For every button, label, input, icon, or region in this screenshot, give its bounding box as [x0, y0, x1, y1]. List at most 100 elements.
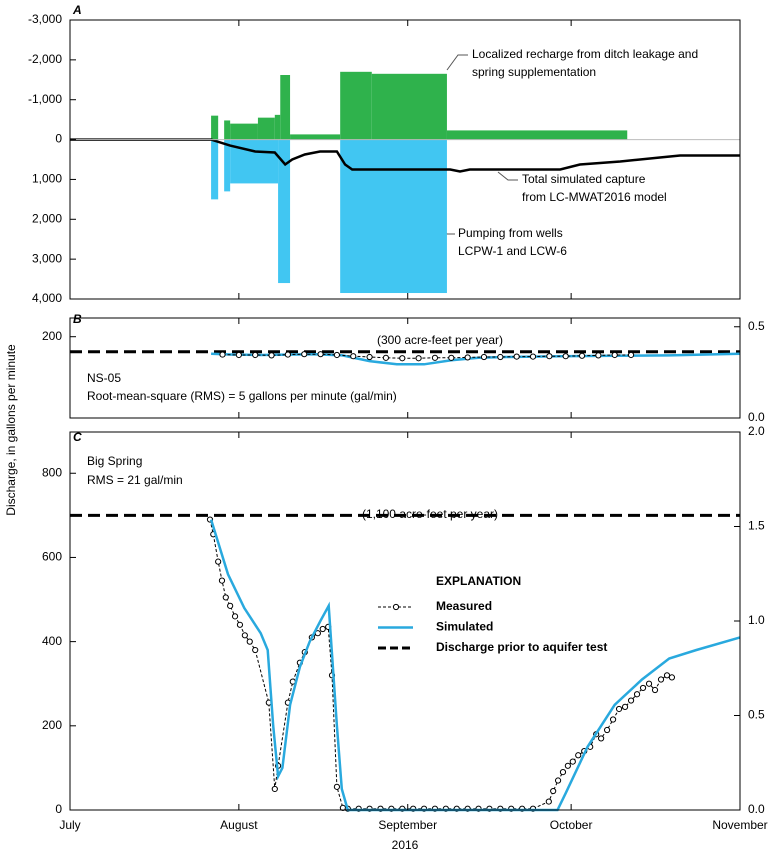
- marker: [609, 716, 617, 723]
- marker: [284, 351, 291, 358]
- marker: [218, 577, 226, 584]
- panel-frame: [69, 19, 741, 300]
- marker: [464, 354, 471, 361]
- marker: [569, 758, 576, 765]
- bar: [230, 123, 258, 140]
- legend-swatch: [392, 603, 400, 611]
- marker: [448, 354, 455, 361]
- panel-label: C: [73, 430, 82, 444]
- bar: [371, 73, 447, 140]
- bar: [257, 117, 275, 140]
- marker: [219, 351, 226, 358]
- reference-label: (1,100 acre-feet per year): [362, 507, 498, 521]
- legend-label: Discharge prior to aquifer test: [436, 640, 607, 654]
- marker: [562, 353, 569, 360]
- y-tick-label: 1,000: [32, 172, 62, 186]
- marker: [252, 351, 259, 359]
- y2-tick-label: 1.5: [748, 519, 765, 533]
- marker: [633, 691, 641, 698]
- marker: [651, 686, 659, 694]
- y-tick-label: -1,000: [28, 92, 62, 106]
- marker: [366, 353, 373, 361]
- marker: [252, 646, 259, 654]
- x-tick-label: October: [550, 818, 593, 832]
- marker: [350, 353, 357, 360]
- bar: [211, 115, 219, 140]
- leader-line: [497, 171, 518, 181]
- marker: [301, 351, 308, 358]
- marker: [615, 705, 623, 713]
- bar: [290, 134, 341, 140]
- y-tick-label: 200: [42, 329, 62, 343]
- marker: [317, 351, 324, 358]
- marker: [431, 354, 439, 361]
- annotation: LCPW-1 and LCW-6: [458, 244, 567, 258]
- marker: [236, 621, 244, 628]
- x-tick-label: August: [220, 818, 258, 832]
- y-axis-label: Discharge, in gallons per minute: [4, 344, 18, 516]
- y-tick-label: 800: [42, 465, 62, 479]
- marker: [546, 353, 553, 360]
- bar: [274, 114, 281, 140]
- marker: [575, 752, 582, 759]
- marker: [627, 697, 635, 704]
- y2-tick-label: 0.5: [748, 708, 765, 722]
- bar: [278, 139, 291, 284]
- marker: [415, 355, 422, 362]
- x-tick-label: September: [378, 818, 437, 832]
- y-tick-label: 2,000: [32, 211, 62, 225]
- marker: [595, 352, 602, 359]
- y2-tick-label: 0.0: [748, 802, 765, 816]
- y2-tick-label: 1.0: [748, 613, 765, 627]
- marker: [382, 354, 390, 361]
- legend-label: Measured: [436, 599, 492, 613]
- y-tick-label: 200: [42, 718, 62, 732]
- annotation: from LC-MWAT2016 model: [522, 190, 667, 204]
- y-tick-label: -3,000: [28, 12, 62, 26]
- x-tick-label: July: [59, 818, 80, 832]
- y-tick-label: 4,000: [32, 291, 62, 305]
- marker: [246, 638, 253, 645]
- annotation: RMS = 21 gal/min: [87, 473, 183, 487]
- annotation: spring supplementation: [472, 65, 596, 79]
- marker: [611, 351, 618, 359]
- panel-frame: [69, 317, 741, 419]
- marker: [333, 351, 341, 359]
- annotation: NS-05: [87, 371, 121, 385]
- marker: [271, 785, 278, 793]
- annotation: Big Spring: [87, 454, 142, 468]
- bar: [340, 71, 372, 140]
- y2-tick-label: 0.0: [748, 410, 765, 424]
- bar: [340, 139, 447, 294]
- leader-line: [446, 54, 468, 71]
- y-tick-label: 0: [55, 132, 62, 146]
- annotation: Pumping from wells: [458, 226, 563, 240]
- y-tick-label: 400: [42, 634, 62, 648]
- marker: [497, 353, 504, 361]
- marker: [513, 353, 520, 360]
- y2-tick-label: 2.0: [748, 424, 765, 438]
- legend-label: Simulated: [436, 620, 493, 634]
- x-axis-label: 2016: [392, 838, 419, 852]
- y-tick-label: 600: [42, 550, 62, 564]
- bar: [224, 120, 231, 140]
- marker: [621, 703, 629, 710]
- marker: [597, 735, 605, 742]
- legend-title: EXPLANATION: [436, 574, 521, 588]
- marker: [399, 355, 406, 362]
- marker: [231, 613, 239, 620]
- annotation: Localized recharge from ditch leakage an…: [472, 47, 698, 61]
- bar: [224, 139, 231, 192]
- line: [70, 138, 740, 173]
- marker: [578, 352, 586, 359]
- marker: [333, 783, 341, 790]
- y-tick-label: 3,000: [32, 251, 62, 265]
- panel-label: A: [72, 3, 82, 17]
- line: [209, 519, 741, 812]
- marker: [554, 777, 562, 784]
- bar: [446, 130, 628, 140]
- marker: [668, 674, 676, 681]
- marker: [627, 351, 635, 359]
- marker: [550, 787, 557, 795]
- reference-label: (300 acre-feet per year): [377, 333, 503, 347]
